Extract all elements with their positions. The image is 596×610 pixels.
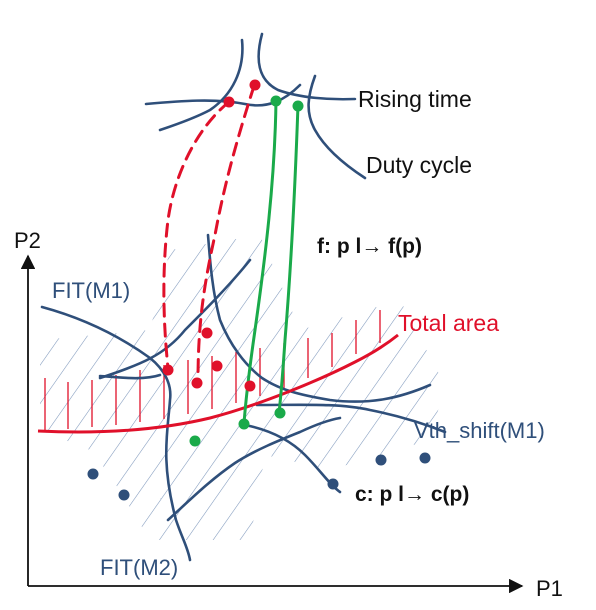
top-curve-left <box>158 38 244 132</box>
infeasible-point <box>201 327 213 339</box>
feasible-point <box>270 95 282 107</box>
duty-cycle-label: Duty cycle <box>366 152 473 178</box>
infeasible-point <box>191 377 203 389</box>
mapping-solid-2 <box>277 103 300 415</box>
fit-m2-label: FIT(M2) <box>100 555 179 580</box>
sample-point <box>375 454 387 466</box>
center-left-curve <box>206 233 432 403</box>
f-mapping-label: f: p l→ f(p) <box>317 235 422 258</box>
infeasible-point <box>249 79 261 91</box>
infeasible-point <box>162 364 174 376</box>
mapping-dashed-1 <box>162 100 231 370</box>
p2-axis-label: P2 <box>14 228 41 253</box>
vth-shift-curve <box>255 403 447 434</box>
feasible-point <box>238 418 250 430</box>
rising-time-curve <box>307 74 367 180</box>
feasible-point <box>189 435 201 447</box>
fit-m1-curve <box>40 305 192 562</box>
top-curve-right-upper <box>257 32 357 101</box>
fit-m2-curve <box>166 416 342 522</box>
fit-m1-label: FIT(M1) <box>52 278 131 303</box>
sample-point <box>118 489 130 501</box>
infeasible-point <box>244 380 256 392</box>
diagonal-curve <box>98 258 252 380</box>
sample-point <box>327 478 339 490</box>
total-area-curve <box>37 333 399 434</box>
vth-shift-label: Vth_shift(M1) <box>414 418 545 443</box>
feasible-point <box>292 100 304 112</box>
feasible-point <box>274 407 286 419</box>
sample-point <box>87 468 99 480</box>
infeasible-point <box>211 360 223 372</box>
mapping-dashed-2 <box>196 84 256 382</box>
p1-axis-label: P1 <box>536 576 563 601</box>
c-mapping-label: c: p l→ c(p) <box>355 483 470 506</box>
infeasible-point <box>223 96 235 108</box>
total-area-label: Total area <box>398 310 500 336</box>
sample-point <box>419 452 431 464</box>
rising-time-label: Rising time <box>358 86 472 112</box>
top-curve-horizontal <box>144 83 302 107</box>
